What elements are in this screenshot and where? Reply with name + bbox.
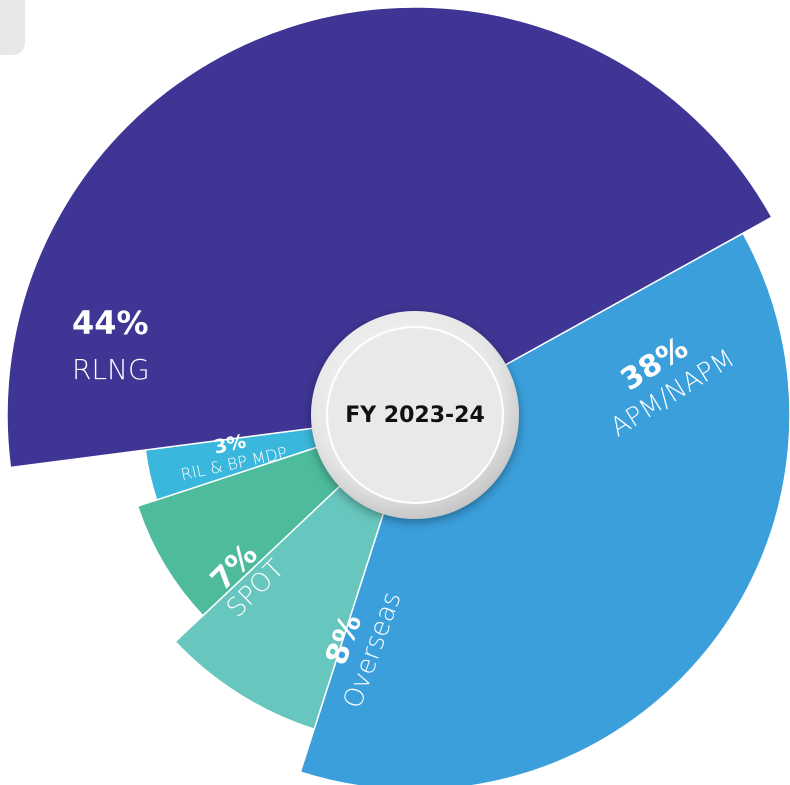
category-label: RLNG (72, 353, 150, 386)
chart-title: FY 2023-24 (345, 403, 485, 428)
slice (6, 6, 773, 469)
slice (299, 232, 790, 785)
percent-label: 44% (72, 304, 149, 342)
slice-label: 44% RLNG (72, 304, 150, 386)
corner-tab (0, 0, 25, 55)
center-inner (326, 326, 504, 504)
